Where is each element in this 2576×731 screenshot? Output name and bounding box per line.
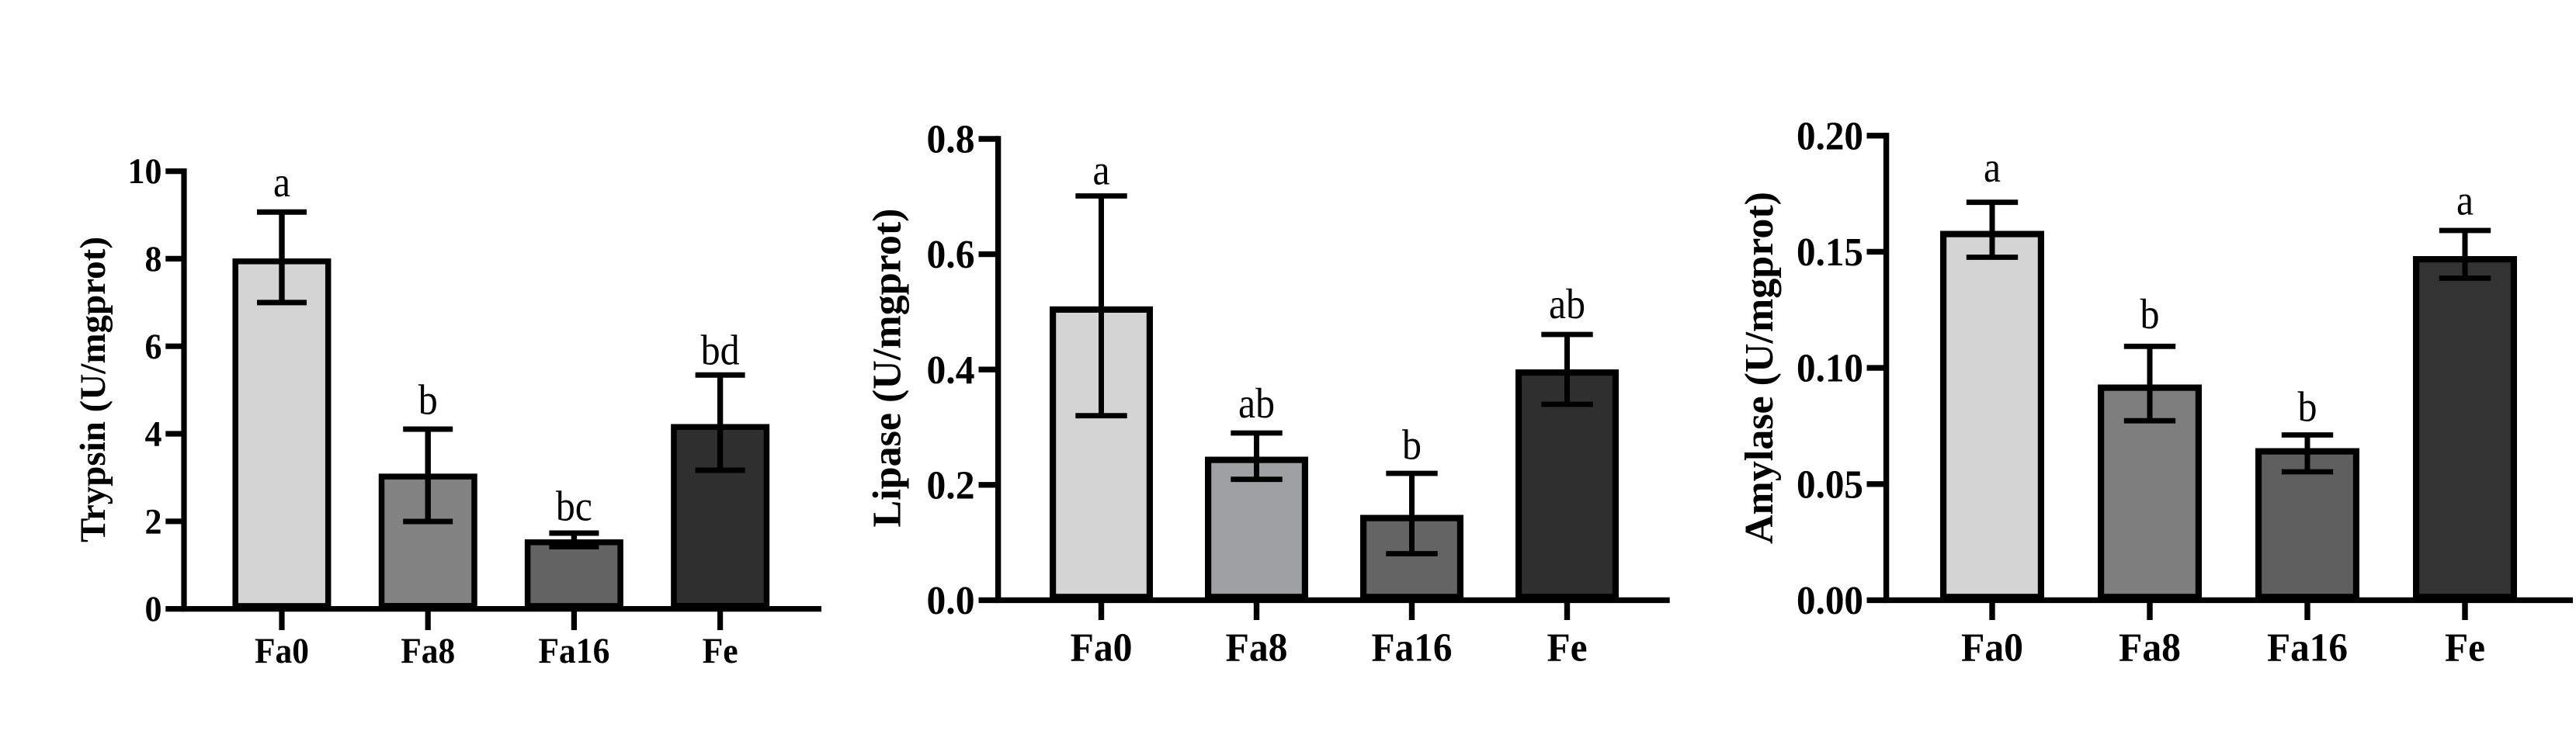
svg-text:0: 0	[145, 589, 162, 629]
svg-text:0.20: 0.20	[1797, 114, 1863, 158]
svg-text:4: 4	[145, 414, 162, 455]
svg-text:10: 10	[128, 151, 162, 192]
svg-text:Trypsin (U/mgprot): Trypsin (U/mgprot)	[73, 237, 113, 542]
svg-text:0.0: 0.0	[927, 579, 975, 623]
svg-text:Fa16: Fa16	[2267, 626, 2348, 670]
svg-text:a: a	[273, 158, 290, 206]
svg-text:a: a	[1984, 144, 2001, 191]
svg-text:0.4: 0.4	[927, 348, 975, 393]
svg-text:0.05: 0.05	[1797, 463, 1863, 507]
svg-text:Fa0: Fa0	[1071, 626, 1133, 670]
svg-text:b: b	[2298, 383, 2317, 431]
svg-text:Fa0: Fa0	[255, 631, 309, 671]
svg-text:6: 6	[145, 327, 162, 367]
svg-text:b: b	[2140, 290, 2160, 338]
svg-text:Fa8: Fa8	[2119, 626, 2181, 670]
svg-text:0.00: 0.00	[1797, 579, 1863, 623]
svg-text:0.10: 0.10	[1797, 347, 1863, 391]
svg-text:Fe: Fe	[2445, 626, 2485, 670]
svg-text:ab: ab	[1238, 379, 1275, 427]
svg-text:Fa16: Fa16	[538, 631, 609, 671]
svg-text:bd: bd	[701, 326, 740, 373]
svg-text:0.15: 0.15	[1797, 230, 1863, 275]
svg-text:bc: bc	[556, 483, 592, 530]
svg-text:a: a	[1093, 147, 1110, 194]
svg-text:0.8: 0.8	[927, 118, 975, 162]
svg-text:Amylase (U/mgprot): Amylase (U/mgprot)	[1738, 192, 1782, 544]
svg-text:Fa16: Fa16	[1372, 626, 1453, 670]
svg-text:0.6: 0.6	[927, 233, 975, 277]
svg-text:a: a	[2456, 177, 2474, 224]
svg-text:Fa8: Fa8	[401, 631, 455, 671]
svg-text:Fe: Fe	[1547, 626, 1588, 670]
svg-text:b: b	[1402, 421, 1422, 469]
svg-text:2: 2	[145, 501, 162, 542]
svg-text:Fa0: Fa0	[1961, 626, 2023, 670]
svg-text:b: b	[418, 376, 438, 424]
svg-text:Fe: Fe	[703, 631, 738, 671]
svg-text:8: 8	[145, 239, 162, 279]
svg-text:ab: ab	[1549, 280, 1585, 327]
svg-text:0.2: 0.2	[927, 463, 975, 508]
svg-text:Lipase (U/mgprot): Lipase (U/mgprot)	[866, 209, 910, 528]
svg-text:Fa8: Fa8	[1226, 626, 1288, 670]
